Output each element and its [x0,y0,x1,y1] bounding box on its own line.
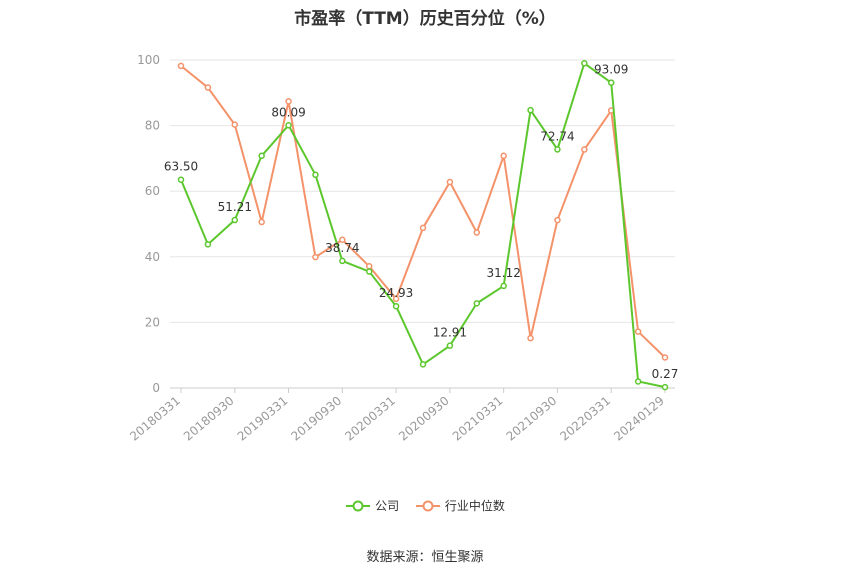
data-label: 51.21 [218,200,252,214]
data-point-0 [446,342,454,349]
axes: 0 20 40 60 80 100 2018033120180930201903312019… [127,53,675,444]
data-point-0 [473,300,481,307]
legend-company-marker [346,500,371,511]
legend-industry-label: 行业中位数 [444,499,505,513]
data-point-1 [392,295,400,303]
x-tick-label: 20180331 [127,394,183,444]
legend-item-company[interactable]: 公司 [345,497,399,514]
data-point-1 [581,146,588,153]
data-point-0 [607,79,615,86]
data-point-0 [365,268,373,275]
x-tick-label: 20190331 [235,394,291,444]
data-point-1 [634,328,642,335]
data-point-0 [581,60,588,67]
data-point-0 [419,361,427,368]
data-point-0 [285,122,292,129]
y-tick-label: 0 [152,381,160,395]
x-tick-label: 20180930 [181,394,237,444]
data-point-1 [527,334,534,342]
legend-company-label: 公司 [375,499,400,513]
y-tick-label: 20 [145,315,160,329]
data-point-1 [177,62,185,70]
data-point-0 [661,383,669,391]
x-tick-label: 20220331 [557,394,613,444]
legend: 公司 行业中位数 [0,497,850,515]
data-point-0 [258,152,265,160]
data-point-0 [177,176,185,183]
data-point-1 [312,253,319,261]
data-point-1 [339,236,346,243]
data-source: 数据来源：恒生聚源 [366,550,484,565]
x-tick-label: 20200331 [342,394,398,444]
data-label: 63.50 [164,160,198,174]
x-tick-label: 20210930 [504,394,560,444]
data-point-1 [661,354,669,361]
data-point-0 [204,241,212,248]
series-lines [177,60,669,391]
legend-item-industry-median[interactable]: 行业中位数 [415,497,505,514]
data-point-0 [554,146,561,153]
x-tick-label: 20210331 [450,394,506,444]
data-labels: 63.50 51.21 80.09 38.74 24.93 12.91 31.12 72.74… [164,63,679,381]
data-point-1 [446,178,454,186]
data-point-1 [473,229,481,236]
data-point-0 [527,106,534,114]
legend-industry-marker [415,500,440,511]
data-label: 38.74 [325,241,359,255]
data-label: 24.93 [379,286,413,300]
data-point-0 [231,216,239,224]
data-label: 93.09 [594,63,628,77]
y-tick-label: 100 [137,53,160,67]
y-tick-label: 80 [145,119,160,133]
series-line-1 [180,65,666,359]
data-point-0 [339,257,346,265]
data-point-1 [204,84,212,91]
data-label: 12.91 [433,326,467,340]
data-point-1 [500,152,507,160]
data-point-0 [634,378,642,385]
x-tick-label: 20190930 [288,394,344,444]
data-label: 0.27 [652,367,679,381]
x-tick-label: 20240129 [611,394,667,444]
data-point-1 [285,98,292,105]
data-label: 72.74 [540,129,574,143]
data-point-0 [312,171,319,179]
y-tick-label: 40 [145,250,160,264]
data-point-0 [500,282,507,290]
data-label: 31.12 [486,266,520,280]
data-point-1 [419,224,427,232]
data-point-1 [231,121,239,128]
data-point-0 [392,302,400,310]
data-label: 80.09 [271,105,305,119]
data-point-1 [554,216,561,224]
x-tick-label: 20200930 [396,394,452,444]
chart-title: 市盈率（TTM）历史百分位（%） [294,9,556,29]
data-point-1 [258,218,265,226]
y-tick-label: 60 [145,184,160,198]
data-point-1 [365,263,373,270]
grid-lines [170,59,675,323]
